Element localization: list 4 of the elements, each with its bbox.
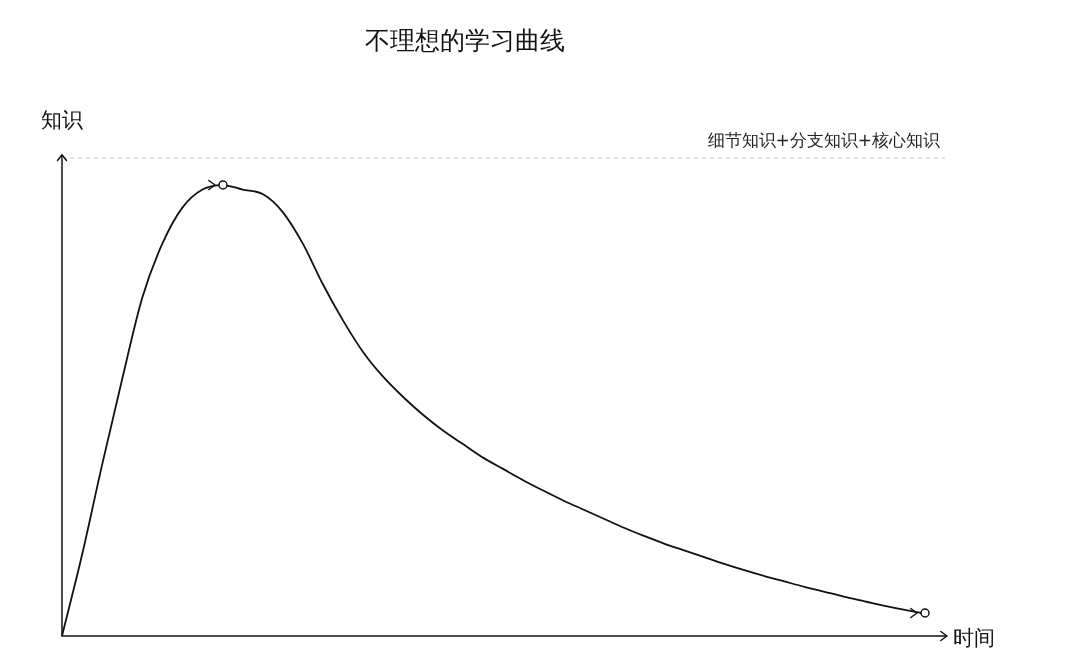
- ref-line-label: 细节知识+分支知识+核心知识: [707, 129, 940, 150]
- y-axis-title: 知识: [41, 107, 83, 134]
- x-axis-title: 时间: [953, 625, 995, 652]
- chart-title: 不理想的学习曲线: [365, 25, 565, 57]
